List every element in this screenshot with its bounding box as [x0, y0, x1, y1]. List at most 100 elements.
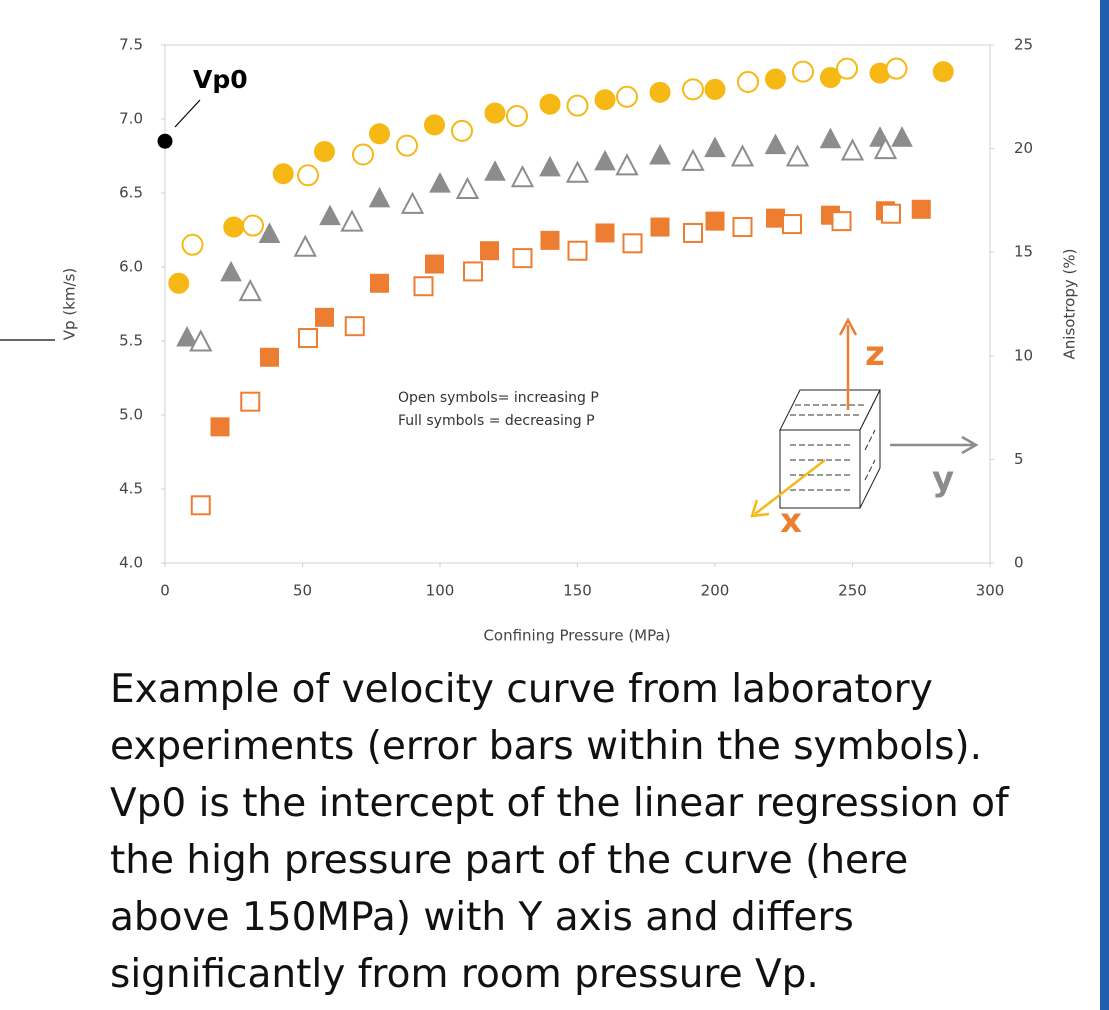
point [764, 133, 787, 155]
point [429, 172, 451, 193]
point [210, 417, 230, 437]
y-tick-label: 7.5 [119, 36, 143, 54]
axis-letter: y [932, 459, 954, 499]
point [836, 57, 858, 80]
point [622, 233, 643, 254]
point [820, 67, 841, 89]
caption-line: Example of velocity curve from laborator… [110, 667, 933, 712]
point [293, 234, 317, 257]
point [881, 203, 901, 224]
point [424, 114, 445, 136]
point [649, 143, 671, 165]
caption-line: significantly from room pressure Vp. [110, 952, 819, 997]
caption-line: Vp0 is the intercept of the linear regre… [110, 781, 1010, 826]
point [540, 230, 560, 250]
point [242, 214, 264, 237]
point [705, 211, 725, 231]
point [396, 134, 418, 157]
point [344, 316, 365, 337]
point [595, 223, 615, 243]
point [455, 176, 480, 200]
point [368, 186, 391, 208]
point [566, 94, 589, 117]
point [157, 133, 173, 149]
sample-cube [750, 317, 979, 518]
point [272, 163, 294, 185]
axis-letter: x [780, 501, 802, 541]
y-tick-label: 4.0 [119, 554, 143, 572]
point [730, 144, 755, 167]
y2-tick-label: 25 [1014, 36, 1033, 54]
caption-line: experiments (error bars within the symbo… [110, 724, 982, 769]
point [616, 85, 638, 108]
point [682, 78, 704, 101]
annotation: Vp0 [193, 65, 248, 94]
point [168, 272, 190, 294]
point [314, 141, 335, 163]
x-axis-label: Confining Pressure (MPa) [483, 627, 670, 645]
point [400, 191, 425, 214]
point [650, 217, 670, 237]
point [370, 273, 389, 293]
point [189, 329, 213, 352]
point [681, 148, 705, 171]
x-tick-label: 300 [976, 582, 1005, 600]
caption: Example of velocity curve from laborator… [110, 667, 1010, 997]
point [683, 222, 703, 243]
point [190, 495, 211, 516]
y-tick-label: 4.5 [119, 480, 143, 498]
y2-tick-label: 0 [1014, 554, 1024, 572]
point [539, 155, 561, 177]
point [238, 279, 262, 302]
point [480, 241, 499, 261]
y-tick-label: 5.5 [119, 332, 143, 350]
caption-line: above 150MPa) with Y axis and differs [110, 895, 854, 940]
point [240, 391, 261, 412]
x-tick-label: 250 [838, 582, 867, 600]
axis-letter: z [865, 334, 885, 374]
point [831, 211, 852, 232]
y2-axis-label: Anisotropy (%) [1061, 249, 1079, 360]
point [425, 254, 444, 274]
point [766, 208, 785, 228]
point [258, 222, 281, 243]
point [911, 199, 931, 219]
point [319, 204, 341, 226]
y-tick-label: 5.0 [119, 406, 143, 424]
point [181, 233, 204, 256]
point [732, 217, 753, 238]
point [510, 165, 535, 188]
x-tick-label: 100 [426, 582, 455, 600]
x-tick-label: 200 [701, 582, 730, 600]
point [512, 248, 533, 269]
point [891, 126, 913, 147]
point [565, 160, 590, 183]
point [567, 240, 588, 261]
point [539, 93, 561, 115]
point [260, 347, 279, 367]
y-tick-label: 6.5 [119, 184, 143, 202]
point [594, 89, 616, 111]
x-tick-label: 50 [293, 582, 312, 600]
point [785, 144, 810, 167]
point [782, 214, 802, 235]
annotation: Full symbols = decreasing P [398, 413, 595, 429]
point [463, 261, 483, 282]
point [315, 307, 334, 327]
point [451, 119, 473, 142]
x-tick-label: 0 [160, 582, 170, 600]
point [649, 81, 671, 103]
point [176, 325, 198, 347]
y2-tick-label: 20 [1014, 139, 1033, 157]
point [484, 160, 506, 181]
point [413, 276, 434, 297]
y2-tick-label: 5 [1014, 450, 1024, 468]
point [704, 136, 726, 158]
point [340, 209, 364, 232]
point [873, 136, 898, 160]
annotation: Open symbols= increasing P [398, 390, 599, 406]
point [369, 123, 390, 145]
point [615, 153, 639, 176]
caption-line: the high pressure part of the curve (her… [110, 838, 908, 883]
